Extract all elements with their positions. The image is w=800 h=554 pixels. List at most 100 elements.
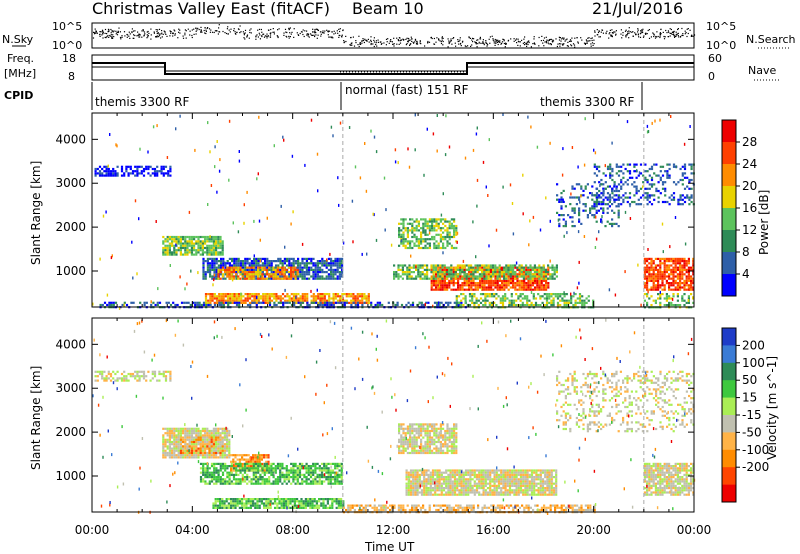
- nsky-point: [259, 34, 261, 36]
- nsky-point: [218, 27, 220, 29]
- nsky-point: [457, 40, 459, 43]
- heatmap-cell: [98, 165, 102, 168]
- heatmap-cell: [367, 293, 370, 296]
- heatmap-cell: [453, 246, 456, 250]
- heatmap-cell: [281, 260, 284, 263]
- heatmap-cell: [186, 246, 189, 250]
- noise-point: [495, 228, 498, 232]
- heatmap-cell: [316, 271, 319, 274]
- heatmap-cell: [639, 163, 643, 166]
- heatmap-cell: [166, 244, 169, 247]
- heatmap-cell: [681, 286, 684, 289]
- heatmap-cell: [597, 209, 600, 212]
- nsky-point: [405, 38, 407, 40]
- nsky-point: [291, 31, 293, 33]
- heatmap-cell: [226, 293, 230, 296]
- heatmap-cell: [415, 224, 418, 228]
- heatmap-cell: [417, 240, 420, 243]
- heatmap-cell: [215, 301, 219, 304]
- nsky-point: [255, 36, 257, 38]
- heatmap-cell: [345, 295, 348, 298]
- heatmap-cell: [336, 299, 340, 302]
- heatmap-cell: [485, 282, 488, 285]
- heatmap-cell: [578, 295, 582, 298]
- heatmap-cell: [413, 242, 416, 245]
- heatmap-cell: [325, 293, 329, 296]
- heatmap-cell: [628, 176, 632, 179]
- heatmap-cell: [168, 235, 171, 239]
- heatmap-cell: [681, 268, 684, 271]
- heatmap-cell: [570, 297, 573, 300]
- heatmap-cell: [644, 187, 647, 190]
- noise-point: [139, 147, 141, 151]
- heatmap-cell: [509, 275, 512, 278]
- heatmap-cell: [668, 297, 671, 300]
- noise-point: [407, 147, 409, 151]
- nsky-point: [441, 37, 443, 39]
- heatmap-cell: [432, 273, 435, 276]
- heatmap-cell: [332, 275, 335, 278]
- noise-point: [624, 270, 626, 274]
- heatmap-cell: [443, 268, 446, 271]
- heatmap-cell: [672, 257, 675, 260]
- heatmap-cell: [201, 249, 204, 252]
- heatmap-cell: [142, 167, 146, 171]
- heatmap-cell: [404, 273, 407, 276]
- heatmap-cell: [562, 218, 565, 221]
- heatmap-cell: [540, 271, 543, 274]
- heatmap-cell: [397, 266, 400, 269]
- noise-point: [529, 219, 531, 223]
- heatmap-cell: [560, 214, 563, 217]
- heatmap-cell: [485, 286, 488, 289]
- heatmap-cell: [326, 301, 329, 304]
- nsky-point: [406, 37, 408, 39]
- heatmap-cell: [617, 203, 620, 206]
- heatmap-cell: [156, 174, 159, 177]
- heatmap-cell: [685, 277, 688, 280]
- heatmap-cell: [444, 235, 447, 239]
- heatmap-cell: [272, 268, 275, 271]
- heatmap-cell: [221, 275, 224, 278]
- heatmap-cell: [365, 301, 368, 304]
- heatmap-cell: [457, 295, 461, 298]
- heatmap-cell: [337, 301, 340, 304]
- heatmap-cell: [255, 257, 258, 260]
- noise-point: [445, 114, 447, 118]
- heatmap-cell: [646, 304, 649, 307]
- heatmap-cell: [490, 288, 493, 291]
- nsky-point: [415, 43, 418, 45]
- heatmap-cell: [301, 262, 304, 265]
- heatmap-cell: [467, 268, 470, 271]
- nsky-point: [331, 36, 333, 38]
- heatmap-cell: [213, 301, 216, 304]
- heatmap-cell: [273, 297, 276, 300]
- nsky-point: [637, 33, 639, 35]
- heatmap-cell: [314, 295, 318, 298]
- heatmap-cell: [670, 282, 673, 285]
- nsky-point: [297, 34, 299, 36]
- heatmap-cell: [101, 174, 104, 177]
- heatmap-cell: [558, 198, 561, 201]
- heatmap-cell: [690, 284, 693, 287]
- heatmap-cell: [242, 299, 245, 302]
- heatmap-cell: [272, 271, 275, 274]
- heatmap-cell: [637, 174, 640, 177]
- heatmap-cell: [244, 275, 247, 278]
- heatmap-cell: [224, 266, 227, 269]
- heatmap-cell: [653, 183, 656, 186]
- heatmap-cell: [105, 375, 108, 378]
- heatmap-cell: [473, 293, 476, 296]
- heatmap-cell: [571, 207, 574, 210]
- heatmap-cell: [442, 242, 445, 245]
- nsky-point: [155, 29, 157, 31]
- heatmap-cell: [101, 370, 104, 373]
- heatmap-cell: [222, 295, 225, 298]
- nsky-point: [670, 32, 672, 34]
- heatmap-cell: [540, 279, 543, 282]
- heatmap-cell: [231, 295, 234, 298]
- heatmap-cell: [523, 286, 526, 289]
- heatmap-cell: [213, 260, 216, 263]
- noise-point: [642, 185, 644, 189]
- noise-point: [330, 125, 333, 129]
- heatmap-cell: [508, 304, 511, 307]
